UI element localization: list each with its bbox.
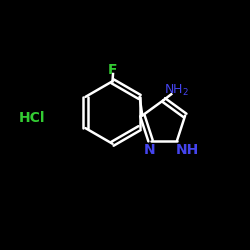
Text: NH$_2$: NH$_2$ [164,83,189,98]
Text: HCl: HCl [19,110,46,124]
Text: F: F [108,63,118,77]
Text: NH: NH [176,143,199,157]
Text: N: N [144,143,155,157]
